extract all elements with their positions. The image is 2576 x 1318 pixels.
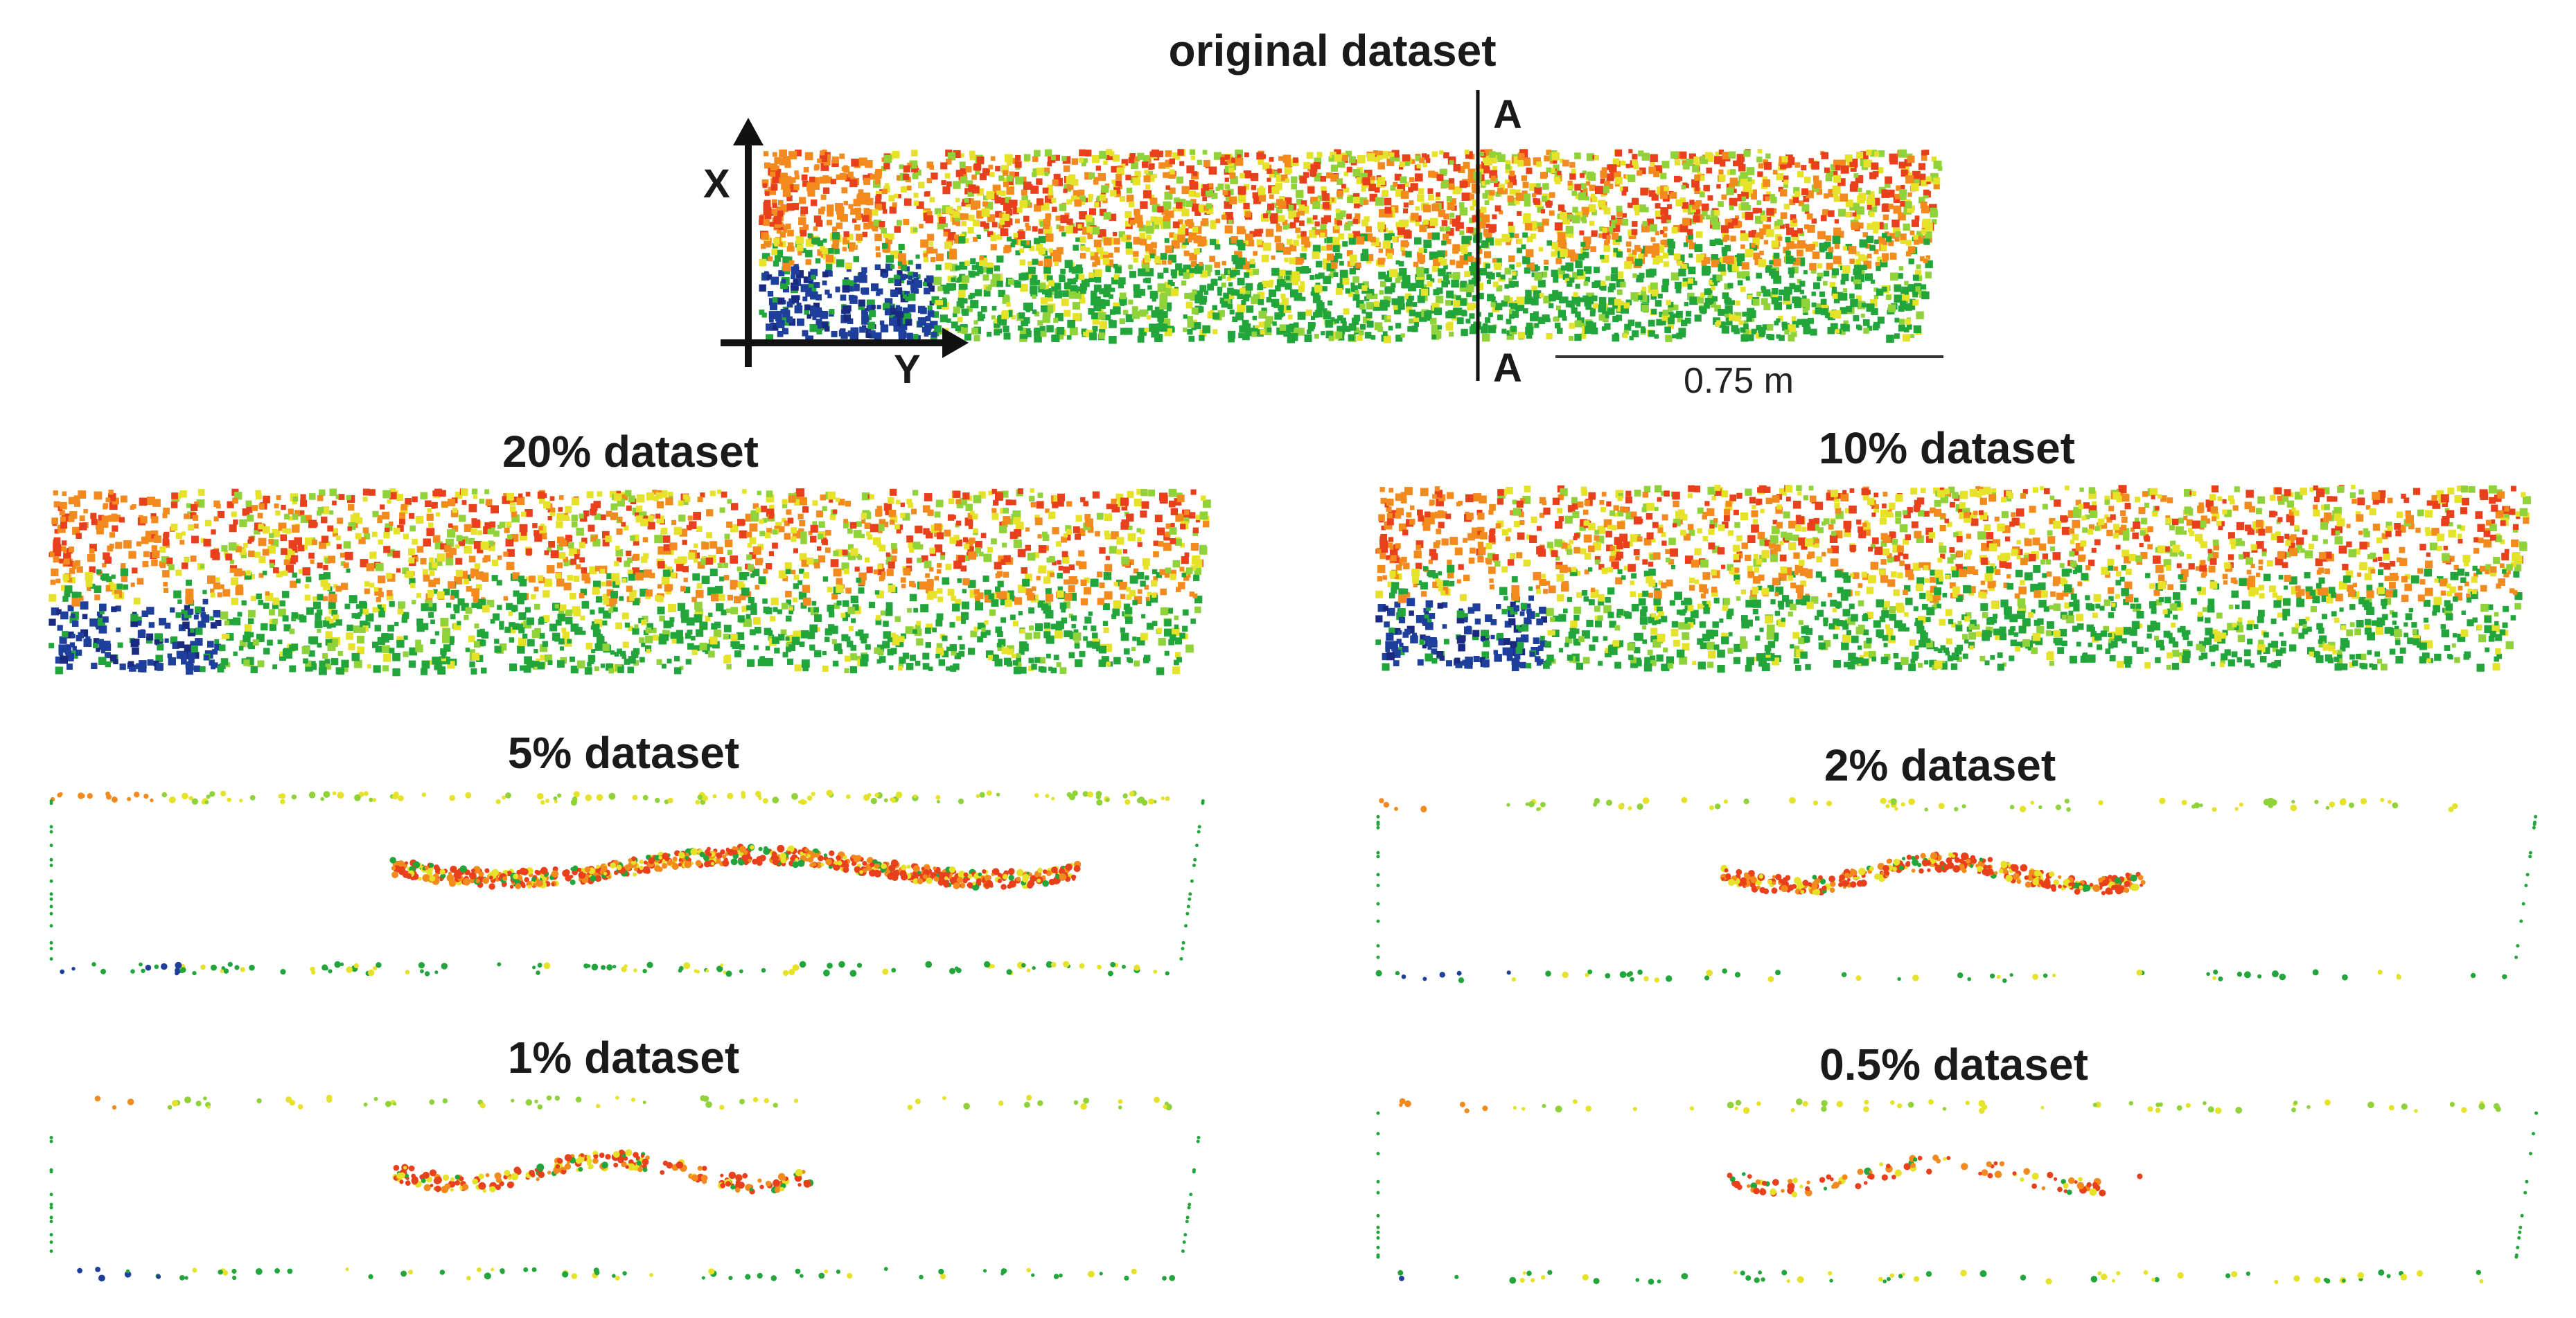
title-20: 20% dataset — [502, 427, 759, 477]
title-5: 5% dataset — [507, 728, 740, 778]
title-original: original dataset — [1168, 26, 1497, 75]
x-axis-arrowhead — [733, 118, 764, 145]
section-line — [1476, 90, 1480, 381]
y-axis-arrowhead — [942, 328, 969, 358]
panel-05 — [1376, 1098, 2539, 1285]
scale-bar-label: 0.75 m — [1684, 361, 1794, 401]
panel-original — [759, 149, 1943, 344]
axes-arrows — [721, 118, 969, 367]
title-10: 10% dataset — [1819, 423, 2075, 473]
panel-1 — [49, 1094, 1201, 1282]
title-05: 0.5% dataset — [1819, 1040, 2088, 1089]
x-axis-label: X — [703, 161, 730, 206]
panel-2 — [1375, 796, 2538, 983]
y-axis-label: Y — [894, 347, 921, 392]
section-label-bottom: A — [1493, 346, 1522, 391]
panel-5 — [49, 790, 1205, 977]
panel-20 — [48, 488, 1211, 677]
panel-10 — [1375, 485, 2531, 673]
section-label-top: A — [1493, 92, 1522, 137]
title-2: 2% dataset — [1824, 740, 2056, 790]
scale-bar — [1555, 355, 1943, 358]
title-1: 1% dataset — [507, 1033, 740, 1083]
